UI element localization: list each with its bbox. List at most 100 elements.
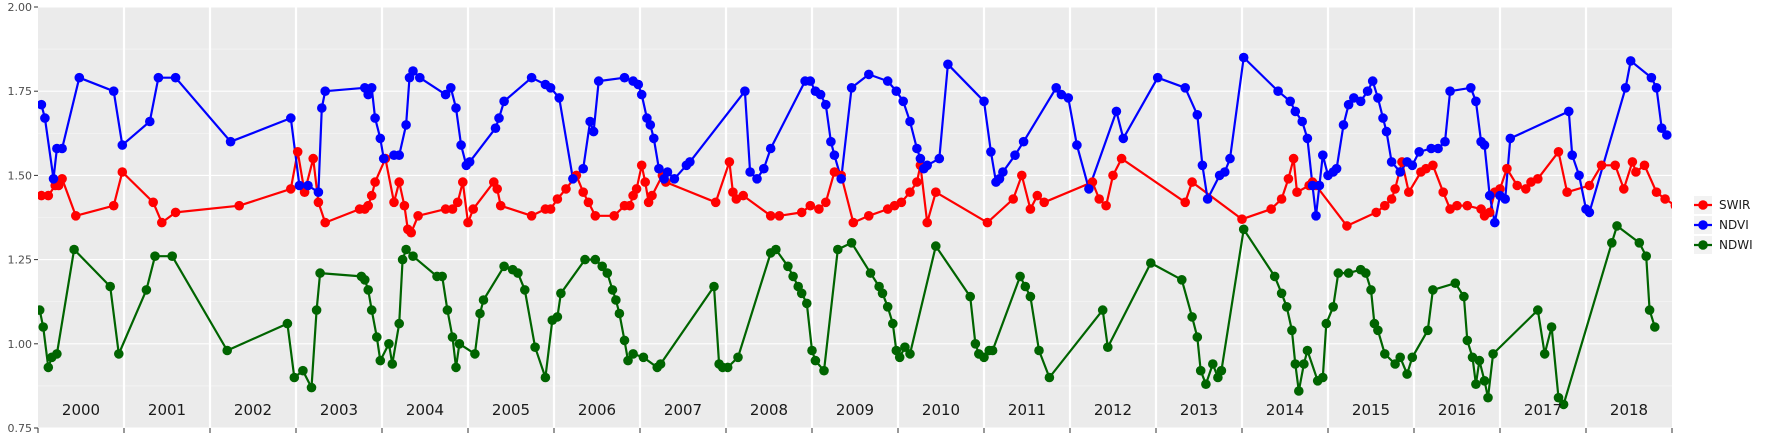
data-point-swir: [108, 200, 119, 211]
y-tick-label: 1.25: [8, 254, 33, 267]
data-point-ndvi: [585, 116, 595, 127]
data-point-swir: [1738, 161, 1748, 171]
data-point-ndwi: [655, 359, 666, 369]
data-point-ndvi: [765, 143, 776, 154]
legend-label-swir: SWIR: [1719, 198, 1750, 212]
data-point-ndvi: [1197, 160, 1208, 171]
data-point-swir: [922, 217, 932, 228]
data-point-ndvi: [1343, 99, 1354, 110]
data-point-ndwi: [499, 261, 509, 272]
data-point-ndvi: [1225, 153, 1235, 164]
data-point-ndvi: [829, 150, 840, 160]
y-tick-label: 1.50: [8, 169, 33, 182]
data-point-ndvi: [1500, 194, 1510, 204]
data-point-ndwi: [222, 345, 232, 356]
data-point-swir: [148, 197, 158, 208]
data-point-ndvi: [170, 72, 181, 83]
data-point-ndwi: [1390, 359, 1400, 369]
data-point-ndvi: [846, 83, 857, 93]
data-point-ndvi: [1646, 72, 1657, 83]
data-point-ndvi: [1367, 76, 1378, 86]
year-label-2003: 2003: [320, 401, 358, 419]
data-point-swir: [286, 184, 296, 194]
data-point-ndvi: [1440, 136, 1450, 147]
data-point-ndwi: [623, 355, 633, 366]
data-point-ndwi: [1299, 359, 1309, 369]
data-point-swir: [848, 217, 859, 228]
data-point-ndvi: [1433, 143, 1443, 154]
data-point-swir: [406, 227, 417, 238]
data-point-ndwi: [167, 251, 177, 261]
data-point-ndwi: [1366, 285, 1376, 295]
data-point-ndwi: [1328, 302, 1338, 312]
data-point-ndwi: [1546, 322, 1557, 332]
data-point-ndwi: [1361, 268, 1371, 278]
data-point-ndvi: [662, 167, 673, 177]
data-point-ndwi: [1395, 352, 1405, 363]
data-point-ndvi: [1362, 86, 1373, 96]
data-point-ndvi: [593, 76, 604, 86]
data-point-ndvi: [633, 79, 644, 90]
data-point-ndwi: [52, 349, 62, 359]
data-point-ndvi: [317, 103, 327, 113]
data-point-ndwi: [987, 345, 998, 356]
legend: SWIR NDVI NDWI: [1694, 196, 1753, 254]
data-point-ndwi: [1020, 281, 1031, 292]
data-point-ndvi: [456, 140, 466, 150]
data-point-ndvi: [1152, 72, 1163, 83]
year-label-2005: 2005: [492, 401, 530, 419]
data-point-ndvi: [979, 96, 989, 107]
data-point-ndvi: [394, 150, 405, 160]
data-point-ndvi: [1307, 180, 1318, 191]
data-point-ndwi: [638, 352, 649, 363]
data-point-ndwi: [1539, 349, 1550, 359]
data-point-swir: [647, 190, 657, 201]
data-point-ndwi: [1459, 291, 1469, 302]
data-point-swir: [1452, 200, 1462, 211]
data-point-ndwi: [611, 295, 621, 305]
data-point-swir: [1495, 184, 1505, 194]
data-point-swir: [1631, 167, 1641, 177]
data-point-ndvi: [1378, 113, 1388, 123]
y-tick-label: 1.00: [8, 338, 33, 351]
data-point-ndwi: [1287, 325, 1297, 336]
data-point-swir: [710, 197, 721, 208]
data-point-ndvi: [440, 89, 451, 100]
data-point-ndwi: [401, 244, 411, 255]
data-point-ndwi: [709, 281, 719, 292]
data-point-swir: [71, 211, 81, 221]
year-label-2014: 2014: [1266, 401, 1304, 419]
data-point-swir: [724, 157, 735, 167]
data-point-ndvi: [526, 72, 537, 83]
data-point-ndwi: [69, 244, 79, 255]
data-point-ndwi: [597, 261, 607, 272]
data-point-ndvi: [669, 174, 680, 184]
data-point-ndwi: [408, 251, 418, 261]
data-point-ndvi: [1273, 86, 1283, 96]
data-point-ndvi: [1063, 93, 1074, 103]
data-point-ndvi: [1466, 83, 1476, 93]
data-point-swir: [447, 204, 458, 214]
data-point-swir: [1562, 187, 1572, 197]
data-point-ndwi: [447, 332, 458, 342]
data-point-ndvi: [821, 99, 831, 110]
data-point-ndwi: [540, 372, 551, 383]
data-point-ndvi: [1192, 110, 1203, 120]
year-label-2017: 2017: [1524, 401, 1562, 419]
data-point-ndwi: [1302, 345, 1313, 356]
data-point-ndvi: [490, 123, 501, 133]
data-point-ndwi: [882, 302, 893, 312]
data-point-swir: [1371, 207, 1381, 218]
year-label-2002: 2002: [234, 401, 272, 419]
data-point-swir: [363, 200, 374, 211]
data-point-ndwi: [394, 318, 405, 329]
data-point-ndvi: [815, 89, 826, 100]
data-point-swir: [1670, 202, 1672, 210]
data-point-ndwi: [846, 238, 857, 248]
data-point-ndvi: [554, 93, 564, 103]
data-point-ndwi: [1634, 238, 1645, 248]
data-point-ndvi: [836, 174, 846, 184]
data-point-swir: [458, 177, 468, 187]
data-point-swir: [578, 187, 588, 197]
